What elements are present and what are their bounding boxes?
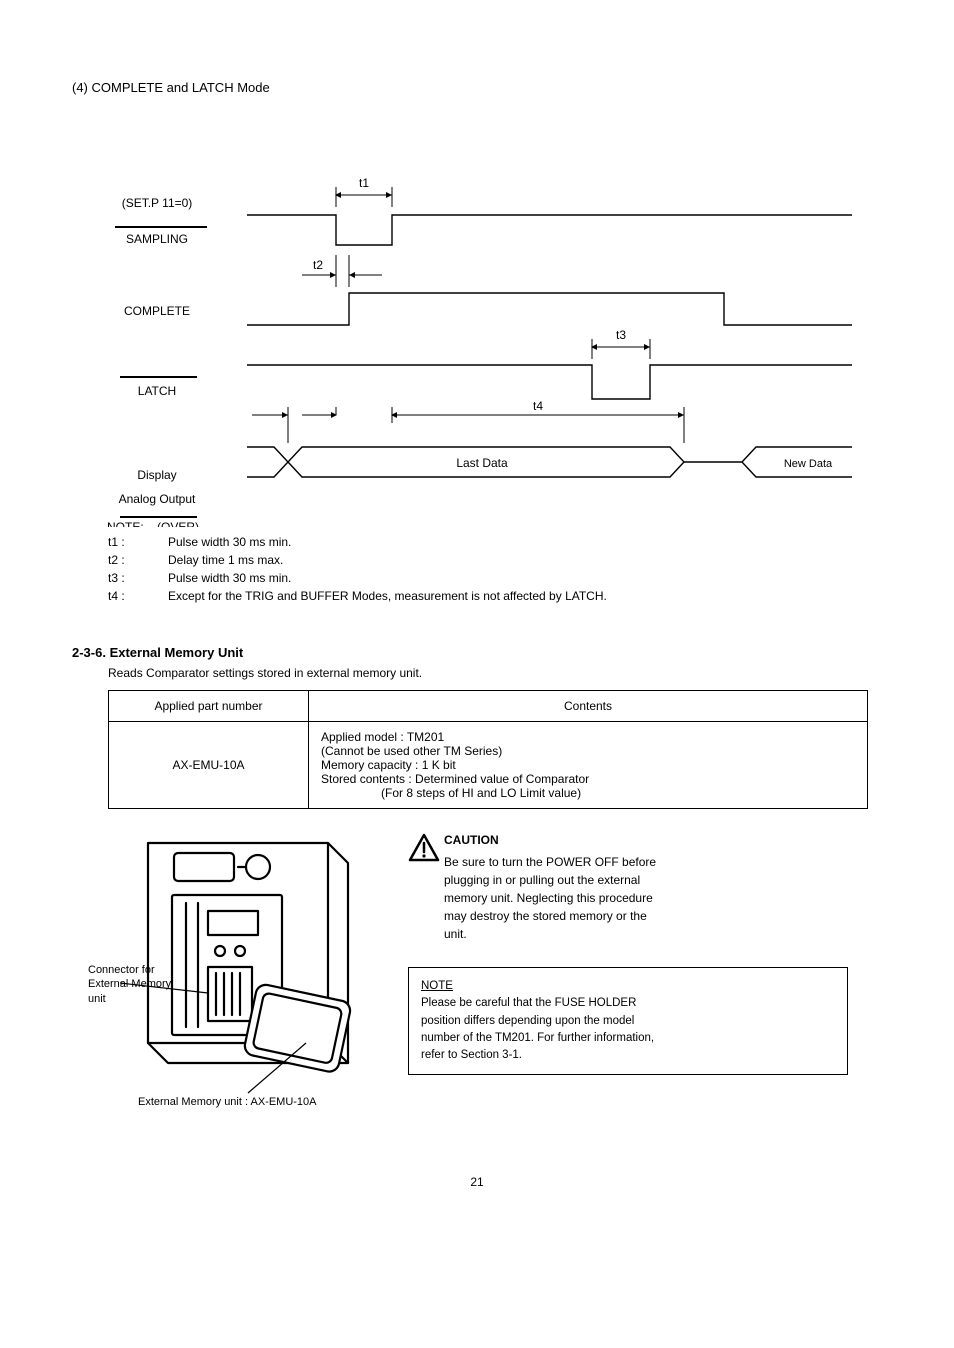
note-box-line: Please be careful that the FUSE HOLDER xyxy=(421,995,835,1012)
note-label: t3 : xyxy=(108,569,168,587)
analog-out-label: Analog Output xyxy=(119,492,196,506)
note-text: Pulse width 30 ms min. xyxy=(168,533,291,551)
content-line: Memory capacity : 1 K bit xyxy=(321,758,855,772)
timing-notes: t1 : Pulse width 30 ms min. t2 : Delay t… xyxy=(108,533,882,605)
th-contents: Contents xyxy=(309,691,868,722)
note-text: Pulse width 30 ms min. xyxy=(168,569,291,587)
content-line: (Cannot be used other TM Series) xyxy=(321,744,855,758)
sampling-set-label: (SET.P 11=0) xyxy=(122,196,193,210)
caution-body: Be sure to turn the POWER OFF before plu… xyxy=(444,853,656,943)
page-root: (4) COMPLETE and LATCH Mode (SET.P 11=0)… xyxy=(0,0,954,1229)
spec-table-wrap: Applied part number Contents AX-EMU-10A … xyxy=(108,690,882,809)
page-number: 21 xyxy=(72,1175,882,1189)
note-t1: t1 : Pulse width 30 ms min. xyxy=(108,533,882,551)
note-t3: t3 : Pulse width 30 ms min. xyxy=(108,569,882,587)
note-label: t2 : xyxy=(108,551,168,569)
caution-line: Be sure to turn the POWER OFF before xyxy=(444,853,656,871)
extmem-intro: Reads Comparator settings stored in exte… xyxy=(108,666,882,680)
note-box-line: number of the TM201. For further informa… xyxy=(421,1030,835,1047)
illustration-column: Connector for External Memory unit Exter… xyxy=(108,833,398,1133)
sampling-label: SAMPLING xyxy=(126,232,188,246)
caution-line: unit. xyxy=(444,925,656,943)
note-t4: t4 : Except for the TRIG and BUFFER Mode… xyxy=(108,587,882,605)
wave-new-data: New Data xyxy=(784,458,833,470)
dim-t2: t2 xyxy=(313,258,323,272)
section-heading: (4) COMPLETE and LATCH Mode xyxy=(72,80,882,95)
caution-line: plugging in or pulling out the external xyxy=(444,871,656,889)
note-label: t1 : xyxy=(108,533,168,551)
spec-table: Applied part number Contents AX-EMU-10A … xyxy=(108,690,868,809)
content-line: Stored contents : Determined value of Co… xyxy=(321,772,855,786)
caution-label: CAUTION xyxy=(444,833,656,847)
table-row: AX-EMU-10A Applied model : TM201 (Cannot… xyxy=(109,722,868,809)
note-box-label: NOTE xyxy=(421,980,453,992)
td-partno: AX-EMU-10A xyxy=(109,722,309,809)
complete-label: COMPLETE xyxy=(124,304,190,318)
note-label: t4 : xyxy=(108,587,168,605)
caution-line: memory unit. Neglecting this procedure xyxy=(444,889,656,907)
content-line: (For 8 steps of HI and LO Limit value) xyxy=(321,786,855,800)
td-contents: Applied model : TM201 (Cannot be used ot… xyxy=(309,722,868,809)
dim-t3: t3 xyxy=(616,328,626,342)
wave-last-data: Last Data xyxy=(456,456,508,470)
note-box-line: refer to Section 3-1. xyxy=(421,1047,835,1064)
warning-icon xyxy=(408,833,444,866)
display-label: Display xyxy=(137,468,176,482)
connector-label: Connector for External Memory unit xyxy=(88,963,188,1006)
table-row: Applied part number Contents xyxy=(109,691,868,722)
mem-unit-label: External Memory unit : AX-EMU-10A xyxy=(138,1095,378,1109)
note-text: Delay time 1 ms max. xyxy=(168,551,283,569)
note-t2: t2 : Delay time 1 ms max. xyxy=(108,551,882,569)
note-box: NOTE Please be careful that the FUSE HOL… xyxy=(408,967,848,1075)
content-line: Applied model : TM201 xyxy=(321,730,855,744)
text-column: CAUTION Be sure to turn the POWER OFF be… xyxy=(398,833,882,1133)
timing-svg: (SET.P 11=0) SAMPLING t1 COMPLETE t2 LAT… xyxy=(102,107,882,527)
caution-line: may destroy the stored memory or the xyxy=(444,907,656,925)
caution-row: CAUTION Be sure to turn the POWER OFF be… xyxy=(408,833,882,943)
extmem-heading: 2-3-6. External Memory Unit xyxy=(72,645,882,660)
th-applied: Applied part number xyxy=(109,691,309,722)
note-box-line: position differs depending upon the mode… xyxy=(421,1013,835,1030)
note-sig-label: NOTE: xyxy=(107,520,144,527)
lower-row: Connector for External Memory unit Exter… xyxy=(108,833,882,1133)
timing-diagram: (SET.P 11=0) SAMPLING t1 COMPLETE t2 LAT… xyxy=(72,107,882,605)
dim-t4: t4 xyxy=(533,399,543,413)
note-text: Except for the TRIG and BUFFER Modes, me… xyxy=(168,587,607,605)
dim-t1: t1 xyxy=(359,176,369,190)
latch-label: LATCH xyxy=(138,384,176,398)
note-sig-over: (OVER) xyxy=(157,520,199,527)
